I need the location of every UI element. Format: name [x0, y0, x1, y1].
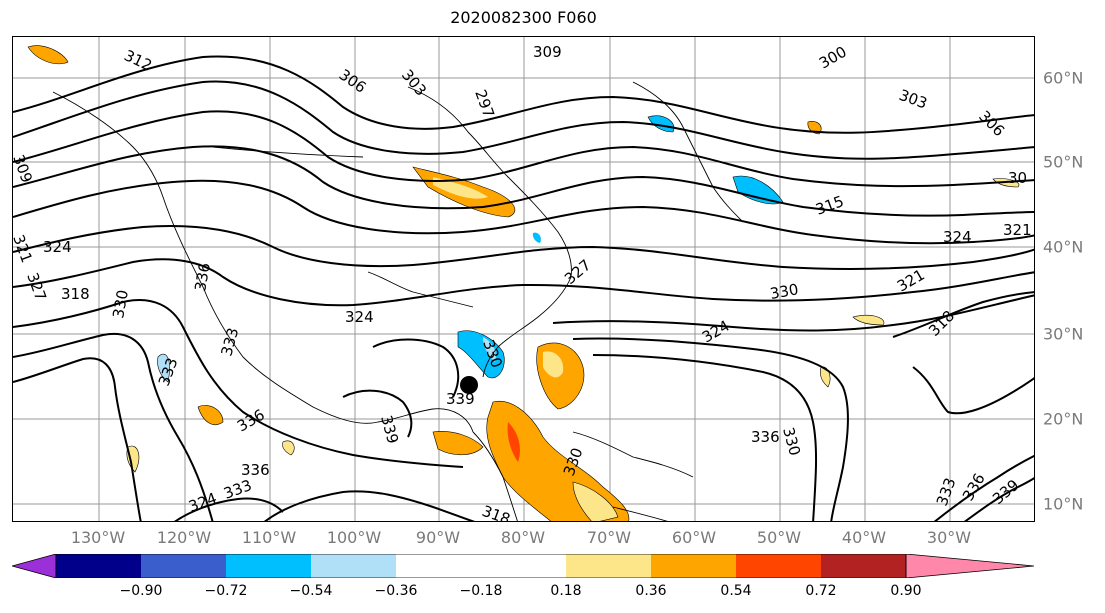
- colorbar-segment: [651, 554, 736, 578]
- contour-label: 339: [446, 390, 475, 408]
- contour-label: 306: [336, 66, 370, 97]
- lat-label-30n: 30°N: [1043, 324, 1084, 344]
- contour-label: 336: [191, 261, 214, 292]
- colorbar-tick: 0.36: [635, 583, 667, 599]
- storm-center-marker: [460, 376, 478, 394]
- contour-label: 324: [345, 308, 374, 326]
- contour-label: 321: [13, 232, 36, 265]
- colorbar-segment: [396, 554, 566, 578]
- colorbar-tick: −0.18: [459, 583, 503, 599]
- shaded-fields: [27, 45, 1020, 521]
- contour-label: 333: [933, 475, 960, 508]
- contour-label: 324: [186, 489, 219, 516]
- lon-label-90w: 90°W: [415, 528, 461, 547]
- colorbar-segment: [311, 554, 396, 578]
- contour-label: 330: [779, 425, 804, 457]
- contours: [13, 55, 1034, 521]
- lon-label-120w: 120°W: [156, 528, 212, 547]
- map-panel: 312 306 303 297 309 300 303 306 30 315 3…: [12, 36, 1035, 522]
- contour-label: 339: [989, 476, 1023, 508]
- map-canvas: 312 306 303 297 309 300 303 306 30 315 3…: [13, 37, 1034, 522]
- contour-label: 309: [533, 43, 562, 61]
- colorbar-tick: −0.54: [289, 583, 333, 599]
- lon-label-60w: 60°W: [671, 528, 717, 547]
- lon-label-70w: 70°W: [586, 528, 632, 547]
- contour-label: 318: [480, 502, 513, 522]
- contour-label: 327: [561, 256, 595, 288]
- lat-label-40n: 40°N: [1043, 237, 1084, 257]
- contour-label: 336: [751, 428, 780, 446]
- colorbar-segment: [905, 554, 1035, 578]
- contour-label: 303: [897, 86, 930, 113]
- lon-label-100w: 100°W: [326, 528, 382, 547]
- contour-label: 303: [398, 66, 430, 100]
- contour-label: 336: [241, 461, 270, 479]
- contour-label: 306: [975, 107, 1008, 140]
- contour-label: 312: [121, 46, 155, 74]
- colorbar-segment: [56, 554, 141, 578]
- lat-label-60n: 60°N: [1043, 68, 1084, 88]
- contour-label: 333: [217, 326, 242, 358]
- lat-label-10n: 10°N: [1043, 494, 1084, 514]
- colorbar: [12, 554, 1035, 578]
- colorbar-segment: [12, 554, 57, 578]
- colorbar-segment: [736, 554, 821, 578]
- colorbar-tick: 0.72: [805, 583, 837, 599]
- lon-label-50w: 50°W: [756, 528, 802, 547]
- contour-label: 300: [816, 43, 850, 73]
- colorbar-segment: [566, 554, 651, 578]
- contour-label: 324: [943, 228, 972, 246]
- contour-label: 330: [109, 288, 132, 319]
- lon-label-130w: 130°W: [70, 528, 126, 547]
- lat-label-20n: 20°N: [1043, 409, 1084, 429]
- contour-label: 297: [471, 87, 498, 120]
- contour-label: 336: [234, 406, 268, 436]
- contour-label: 321: [1003, 221, 1032, 239]
- colorbar-tick: −0.72: [204, 583, 248, 599]
- lon-label-40w: 40°W: [841, 528, 887, 547]
- contour-label: 327: [23, 270, 50, 303]
- colorbar-tick: −0.90: [119, 583, 163, 599]
- lon-label-30w: 30°W: [926, 528, 972, 547]
- colorbar-tick: 0.54: [720, 583, 752, 599]
- colorbar-tick: 0.18: [550, 583, 582, 599]
- contour-label: 324: [699, 317, 733, 347]
- lat-label-50n: 50°N: [1043, 152, 1084, 172]
- colorbar-segment: [141, 554, 226, 578]
- contour-label: 315: [813, 192, 846, 219]
- colorbar-tick: −0.36: [374, 583, 418, 599]
- contour-label: 318: [925, 307, 958, 340]
- colorbar-tick: 0.90: [890, 583, 922, 599]
- contour-label: 339: [377, 413, 402, 445]
- contour-label: 324: [43, 238, 72, 256]
- coastlines: [52, 81, 744, 521]
- contour-label: 30: [1008, 169, 1027, 187]
- lon-label-80w: 80°W: [500, 528, 546, 547]
- colorbar-segment: [226, 554, 311, 578]
- contour-label: 318: [61, 285, 90, 303]
- lon-label-110w: 110°W: [241, 528, 297, 547]
- colorbar-segment: [821, 554, 906, 578]
- map-title: 2020082300 F060: [450, 8, 597, 27]
- contour-label: 330: [769, 280, 800, 303]
